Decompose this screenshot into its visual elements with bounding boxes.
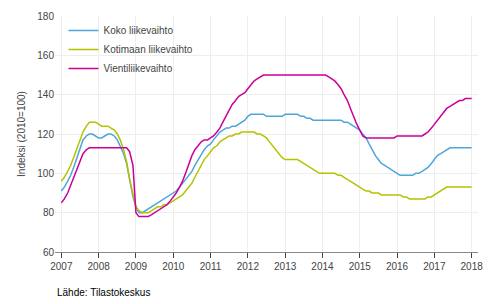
svg-text:2015: 2015 (349, 261, 372, 272)
svg-text:80: 80 (43, 207, 55, 218)
svg-text:Kotimaan liikevaihto: Kotimaan liikevaihto (103, 44, 192, 55)
svg-text:140: 140 (37, 89, 54, 100)
svg-text:2012: 2012 (237, 261, 260, 272)
svg-text:Vientiliikevaihto: Vientiliikevaihto (103, 63, 172, 74)
svg-text:2017: 2017 (423, 261, 446, 272)
svg-text:2013: 2013 (274, 261, 297, 272)
svg-text:2009: 2009 (125, 261, 148, 272)
svg-text:100: 100 (37, 168, 54, 179)
svg-text:2008: 2008 (88, 261, 111, 272)
svg-text:60: 60 (43, 247, 55, 258)
svg-text:2011: 2011 (200, 261, 222, 272)
svg-text:2007: 2007 (50, 261, 73, 272)
svg-text:2016: 2016 (386, 261, 409, 272)
svg-text:Lähde: Tilastokeskus: Lähde: Tilastokeskus (57, 287, 150, 298)
svg-text:120: 120 (37, 129, 54, 140)
svg-text:Indeksi (2010=100): Indeksi (2010=100) (16, 91, 27, 177)
svg-text:180: 180 (37, 11, 54, 22)
svg-text:2014: 2014 (311, 261, 334, 272)
svg-text:2010: 2010 (162, 261, 185, 272)
svg-text:160: 160 (37, 50, 54, 61)
svg-text:Koko liikevaihto: Koko liikevaihto (103, 25, 173, 36)
svg-text:2018: 2018 (461, 261, 484, 272)
